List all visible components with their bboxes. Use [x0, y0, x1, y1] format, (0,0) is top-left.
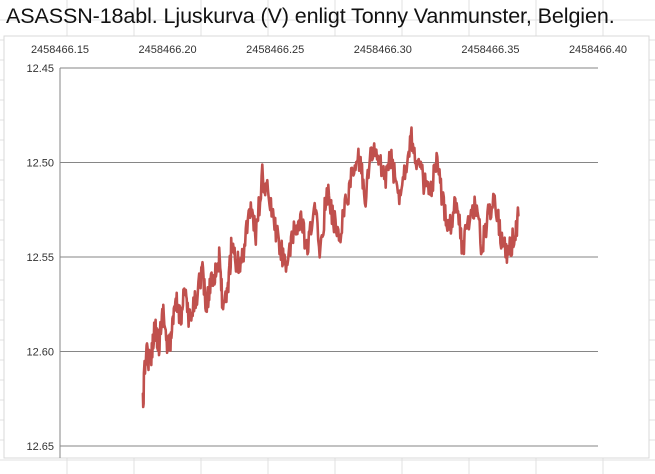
chart-title: ASASSN-18abl. Ljuskurva (V) enligt Tonny… — [6, 4, 615, 28]
y-tick-label: 12.55 — [26, 252, 54, 264]
x-tick-label: 2458466.20 — [139, 44, 197, 56]
chart-area[interactable] — [3, 35, 650, 459]
x-tick-label: 2458466.30 — [354, 44, 412, 56]
y-tick-label: 12.50 — [26, 158, 54, 170]
y-tick-labels: 12.45 12.50 12.55 12.60 12.65 — [26, 63, 54, 453]
x-tick-label: 2458466.25 — [246, 44, 304, 56]
y-tick-label: 12.60 — [26, 347, 54, 359]
series-line — [141, 126, 520, 409]
series-layer — [141, 126, 520, 409]
x-tick-label: 2458466.15 — [31, 44, 89, 56]
x-tick-label: 2458466.40 — [569, 44, 627, 56]
y-tick-label: 12.45 — [26, 63, 54, 75]
x-tick-labels: 2458466.15 2458466.20 2458466.25 2458466.30… — [31, 44, 627, 56]
x-tick-label: 2458466.35 — [461, 44, 519, 56]
y-tick-label: 12.65 — [26, 441, 54, 453]
